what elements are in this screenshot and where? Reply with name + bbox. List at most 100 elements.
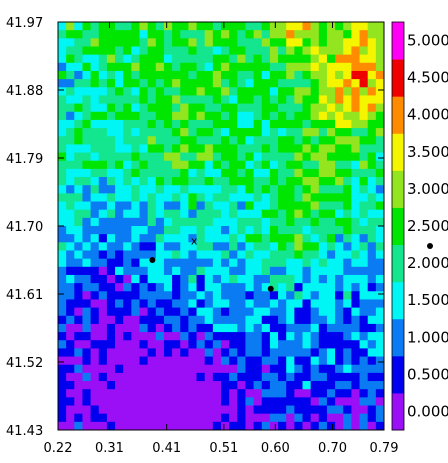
- heat-cell: [196, 95, 206, 105]
- heat-cell: [115, 397, 124, 407]
- heat-cell: [98, 283, 108, 292]
- heat-cell: [253, 46, 263, 56]
- heat-cell: [351, 266, 361, 276]
- heat-cell: [90, 323, 100, 333]
- heat-cell: [147, 185, 157, 194]
- heat-cell: [204, 372, 214, 382]
- heat-cell: [115, 209, 124, 219]
- heat-cell: [367, 413, 377, 423]
- heat-cell: [302, 405, 312, 415]
- heat-cell: [115, 299, 124, 309]
- heat-cell: [66, 217, 75, 227]
- heat-cell: [123, 46, 132, 56]
- heat-cell: [188, 144, 198, 154]
- heat-cell: [115, 283, 124, 292]
- heat-cell: [139, 128, 149, 137]
- heat-cell: [58, 413, 67, 423]
- heat-cell: [155, 201, 165, 211]
- heat-cell: [66, 250, 75, 260]
- heat-cell: [278, 315, 287, 325]
- heat-cell: [229, 234, 238, 243]
- heat-cell: [359, 185, 369, 194]
- heat-cell: [237, 217, 247, 227]
- heat-cell: [302, 201, 312, 211]
- heat-cell: [106, 152, 116, 162]
- heat-cell: [82, 111, 92, 121]
- heat-cell: [335, 381, 344, 390]
- heat-cell: [326, 22, 336, 31]
- heat-cell: [155, 226, 165, 235]
- heat-cell: [172, 136, 181, 145]
- heat-cell: [221, 323, 230, 333]
- heat-cell: [359, 209, 369, 219]
- heat-cell: [375, 291, 384, 301]
- heat-cell: [163, 266, 173, 276]
- heat-cell: [310, 340, 320, 349]
- heat-cell: [115, 234, 124, 243]
- heat-cell: [180, 283, 189, 292]
- heat-cell: [196, 79, 206, 88]
- heat-cell: [180, 274, 189, 284]
- heat-cell: [188, 356, 198, 366]
- heat-cell: [302, 103, 312, 113]
- heat-cell: [286, 62, 295, 72]
- heat-cell: [115, 389, 124, 398]
- heat-cell: [221, 79, 230, 88]
- heat-cell: [139, 364, 149, 374]
- heat-cell: [155, 152, 165, 162]
- heat-cell: [302, 307, 312, 317]
- heat-cell: [82, 30, 92, 39]
- heat-cell: [66, 234, 75, 243]
- heat-cell: [212, 307, 222, 317]
- heat-cell: [115, 79, 124, 88]
- heat-cell: [82, 119, 92, 129]
- heat-cell: [188, 152, 198, 162]
- heat-cell: [155, 372, 165, 382]
- heat-cell: [82, 54, 92, 64]
- heat-cell: [58, 87, 67, 97]
- heat-cell: [172, 274, 181, 284]
- heat-cell: [123, 372, 132, 382]
- heat-cell: [212, 315, 222, 325]
- heat-cell: [66, 291, 75, 301]
- heat-cell: [163, 119, 173, 129]
- heat-cell: [123, 144, 132, 154]
- heat-cell: [188, 405, 198, 415]
- heat-cell: [335, 185, 344, 194]
- heat-cell: [123, 119, 132, 129]
- heat-cell: [343, 152, 352, 162]
- heat-cell: [343, 405, 352, 415]
- heat-cell: [155, 274, 165, 284]
- colorbar-label: 0.000: [407, 402, 448, 420]
- heat-cell: [188, 168, 198, 178]
- heat-cell: [106, 283, 116, 292]
- heat-cell: [326, 307, 336, 317]
- heat-cell: [286, 348, 295, 358]
- heat-cell: [245, 258, 255, 268]
- heat-cell: [343, 372, 352, 382]
- heat-cell: [261, 405, 271, 415]
- heat-cell: [139, 323, 149, 333]
- heat-cell: [90, 62, 100, 72]
- heat-cell: [253, 250, 263, 260]
- heat-cell: [212, 258, 222, 268]
- heat-cell: [286, 209, 295, 219]
- heat-cell: [375, 340, 384, 349]
- heat-cell: [90, 291, 100, 301]
- heat-cell: [229, 38, 238, 48]
- heat-cell: [359, 79, 369, 88]
- heat-cell: [302, 250, 312, 260]
- x-tick-label: 0.41: [152, 441, 181, 456]
- heat-cell: [269, 30, 279, 39]
- heat-cell: [90, 193, 100, 203]
- heat-cell: [131, 356, 141, 366]
- heat-cell: [115, 226, 124, 235]
- heat-cell: [245, 193, 255, 203]
- heat-cell: [98, 291, 108, 301]
- heat-cell: [212, 136, 222, 145]
- heat-cell: [123, 30, 132, 39]
- heat-cell: [74, 30, 84, 39]
- heat-cell: [229, 356, 238, 366]
- heat-cell: [237, 413, 247, 423]
